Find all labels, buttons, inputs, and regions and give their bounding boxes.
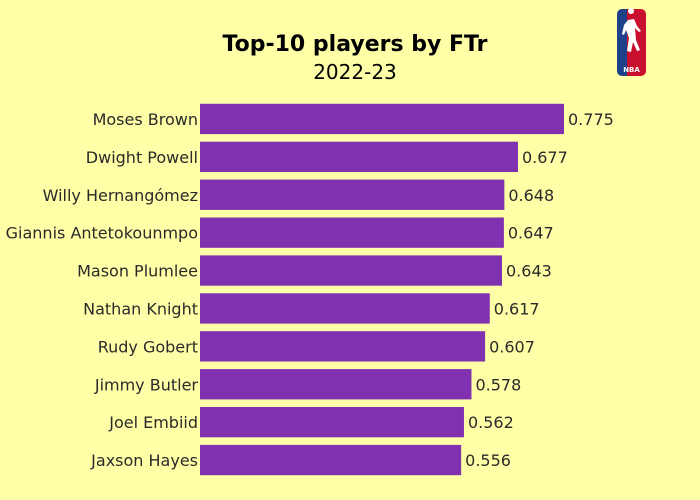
logo-text: NBA — [623, 66, 640, 74]
logo-silhouette — [622, 8, 641, 52]
category-label: Jimmy Butler — [94, 375, 199, 394]
chart-subtitle: 2022-23 — [313, 60, 397, 84]
nba-logo-icon: NBA — [617, 8, 646, 76]
category-label: Joel Embiid — [108, 413, 198, 432]
category-label: Jaxson Hayes — [90, 451, 198, 470]
bar — [200, 103, 564, 135]
bar — [200, 255, 503, 286]
category-label: Giannis Antetokounmpo — [6, 224, 198, 243]
value-label: 0.647 — [508, 224, 554, 243]
bar — [200, 331, 486, 362]
category-label: Moses Brown — [93, 110, 198, 129]
value-label: 0.607 — [489, 337, 535, 356]
value-label: 0.648 — [508, 186, 554, 205]
bar — [200, 293, 490, 324]
category-label: Rudy Gobert — [98, 337, 198, 356]
value-label: 0.677 — [522, 148, 568, 167]
bar — [200, 217, 504, 248]
bar — [200, 406, 464, 438]
bar — [200, 369, 472, 400]
category-label: Dwight Powell — [86, 148, 198, 167]
value-label: 0.562 — [468, 413, 514, 432]
value-label: 0.617 — [494, 299, 540, 318]
bar — [200, 444, 462, 476]
value-label: 0.556 — [465, 451, 511, 470]
category-label: Mason Plumlee — [77, 262, 198, 281]
category-label: Nathan Knight — [83, 299, 198, 318]
category-labels: Moses Brown Dwight Powell Willy Hernangóme… — [6, 110, 199, 470]
category-label: Willy Hernangómez — [43, 186, 198, 205]
value-label: 0.578 — [475, 375, 521, 394]
bar — [200, 179, 505, 210]
bars-layer — [200, 103, 564, 476]
value-label: 0.643 — [506, 262, 552, 281]
bar — [200, 141, 518, 173]
value-label: 0.775 — [568, 110, 614, 129]
chart-title: Top-10 players by FTr — [223, 32, 488, 57]
